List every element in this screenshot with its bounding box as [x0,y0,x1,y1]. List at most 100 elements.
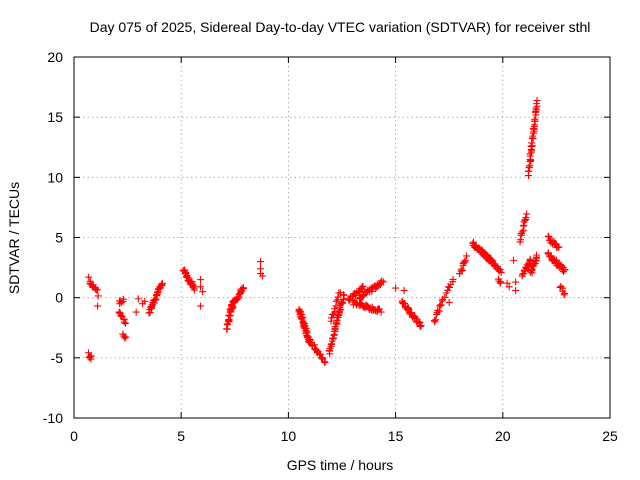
data-point [85,273,93,281]
data-point [121,334,129,342]
data-point [340,291,348,299]
data-point [119,295,127,303]
data-point [329,334,337,342]
data-point [561,289,569,297]
data-point [522,264,530,272]
data-point [321,359,329,367]
data-point [445,298,453,306]
data-point [461,257,469,265]
data-point [224,316,232,324]
axis-ticks [73,56,611,419]
x-tick-label: 10 [281,428,297,444]
y-tick-label: 10 [47,169,63,185]
tick-labels: 0 5 10 15 20 25 -10 -5 0 5 10 15 20 [43,49,618,444]
data-point [557,282,565,290]
data-point [519,222,527,230]
data-point [432,310,440,318]
data-point [134,295,142,303]
data-point [196,276,204,284]
data-point [545,233,553,241]
data-point [441,293,449,301]
data-point [94,302,102,310]
data-point [561,266,569,274]
x-tick-label: 20 [495,428,511,444]
data-point [531,115,539,123]
data-point [445,283,453,291]
x-tick-label: 15 [388,428,404,444]
data-point [457,265,465,273]
data-point [117,311,125,319]
data-point [91,285,99,293]
data-point [533,97,541,105]
chart-title: Day 075 of 2025, Sidereal Day-to-day VTE… [90,19,591,35]
data-point [400,286,408,294]
data-point [434,306,442,314]
data-point [522,214,530,222]
x-tick-label: 0 [70,428,78,444]
data-point [417,321,425,329]
data-point [463,252,471,260]
data-point [458,266,466,274]
data-point [503,279,511,287]
data-point [517,236,525,244]
data-point [158,279,166,287]
data-point [438,297,446,305]
data-point [521,217,529,225]
data-point [449,275,457,283]
data-point [122,333,130,341]
data-point [523,210,531,218]
data-point [532,251,540,259]
data-point [552,240,560,248]
data-point [334,293,342,301]
data-point [392,284,400,292]
data-point [152,295,160,303]
y-tick-label: 20 [47,49,63,65]
data-point [229,302,237,310]
data-point [259,272,267,280]
x-tick-label: 25 [602,428,618,444]
data-point [518,228,526,236]
data-point [332,297,340,305]
data-point [190,286,198,294]
data-point [529,132,537,140]
data-point [339,299,347,307]
data-point [497,268,505,276]
data-point [327,314,335,322]
data-point [510,256,518,264]
y-tick-label: 5 [55,230,63,246]
y-tick-label: -5 [51,350,64,366]
y-tick-label: 0 [55,290,63,306]
data-point [336,289,344,297]
data-point [404,304,412,312]
data-point [378,277,386,285]
x-tick-label: 5 [177,428,185,444]
data-point [527,156,535,164]
data-point [505,283,513,291]
data-point [122,319,130,327]
data-point [94,292,102,300]
data-point [87,355,95,363]
data-point [320,358,328,366]
data-point [496,279,504,287]
data-point [317,350,325,358]
data-point [132,308,140,316]
data-point [401,299,409,307]
x-axis-label: GPS time / hours [287,457,394,473]
y-tick-label: 15 [47,109,63,125]
data-point [257,258,265,266]
grid [74,57,610,418]
data-point [120,318,128,326]
y-tick-label: -10 [43,410,63,426]
data-point [432,316,440,324]
data-point [555,243,563,251]
data-point [196,302,204,310]
data-point [436,302,444,310]
data-point [377,308,385,316]
data-point [528,265,536,273]
data-point [512,286,520,294]
data-point [154,289,162,297]
data-point [512,278,520,286]
data-point [437,301,445,309]
y-axis-label: SDTVAR / TECUs [6,182,22,294]
